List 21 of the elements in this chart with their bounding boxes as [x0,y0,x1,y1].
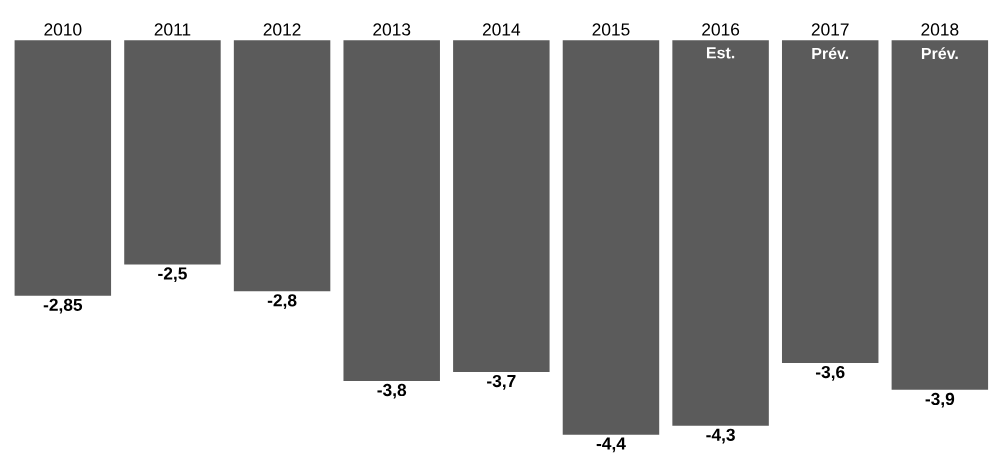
annotation: Est. [706,47,735,59]
data-label: -3,8 [377,383,407,399]
x-tick-label: 2013 [373,23,411,36]
x-tick-label: 2012 [263,23,301,36]
data-label: -3,6 [815,365,845,381]
data-label: -3,9 [925,392,955,408]
x-tick-label: 2017 [811,23,849,36]
data-label: -2,8 [267,294,297,309]
x-tick-label: 2015 [592,23,630,36]
x-tick-label: 2014 [482,23,521,36]
x-tick-label: 2010 [44,23,82,36]
annotation: Prév. [921,47,958,60]
x-tick-label: 2011 [154,23,191,36]
x-tick-label: 2018 [921,23,959,36]
data-label: -2,5 [158,267,187,283]
data-label: -4,4 [596,437,626,453]
data-label: -2,85 [43,298,83,314]
data-label: -3,7 [487,374,516,390]
data-label: -4,3 [706,428,735,444]
x-tick-label: 2016 [702,23,740,36]
annotation: Prév. [812,47,849,60]
